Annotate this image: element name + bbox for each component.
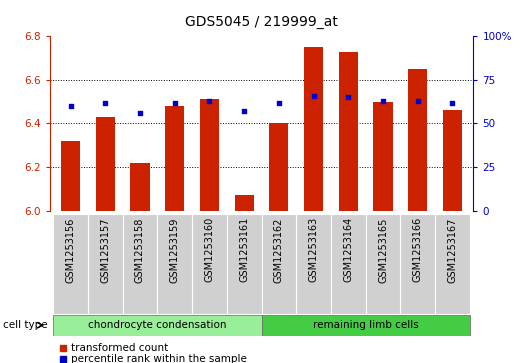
Bar [443,110,462,211]
Point [448,99,457,105]
Point [310,93,318,98]
Text: GSM1253166: GSM1253166 [413,217,423,282]
Bar [296,214,331,314]
Point [136,110,144,116]
Text: chondrocyte condensation: chondrocyte condensation [88,320,226,330]
Bar [339,52,358,211]
Text: GSM1253159: GSM1253159 [169,217,180,282]
Bar [331,214,366,314]
Point [66,103,75,109]
Bar [165,106,184,211]
Text: GSM1253157: GSM1253157 [100,217,110,283]
Bar [88,214,122,314]
Bar [200,99,219,211]
Bar [262,315,470,336]
Text: percentile rank within the sample: percentile rank within the sample [71,354,246,363]
Text: GSM1253156: GSM1253156 [65,217,75,282]
Point [379,98,387,104]
Text: GDS5045 / 219999_at: GDS5045 / 219999_at [185,15,338,29]
Point [240,108,248,114]
Point [275,99,283,105]
Bar [61,141,80,211]
Bar [96,117,115,211]
Bar [53,214,88,314]
Bar [122,214,157,314]
Text: GSM1253162: GSM1253162 [274,217,284,282]
Text: GSM1253164: GSM1253164 [343,217,354,282]
Point [414,98,422,104]
Text: GSM1253167: GSM1253167 [448,217,458,282]
Text: cell type: cell type [3,320,47,330]
Text: GSM1253165: GSM1253165 [378,217,388,282]
Text: GSM1253161: GSM1253161 [239,217,249,282]
Bar [235,195,254,211]
Point [101,99,109,105]
Bar [304,47,323,211]
Text: transformed count: transformed count [71,343,168,353]
Bar [130,163,150,211]
Point [170,99,179,105]
Bar [157,214,192,314]
Bar [435,214,470,314]
Text: remaining limb cells: remaining limb cells [313,320,418,330]
Bar [269,123,288,211]
Bar [408,69,427,211]
Point [344,94,353,100]
Bar [401,214,435,314]
Point [205,98,213,104]
Text: GSM1253160: GSM1253160 [204,217,214,282]
Bar [192,214,227,314]
Bar [262,214,296,314]
Text: GSM1253163: GSM1253163 [309,217,319,282]
Bar [227,214,262,314]
Bar [373,102,393,211]
Bar [366,214,401,314]
Bar [53,315,262,336]
Text: GSM1253158: GSM1253158 [135,217,145,282]
